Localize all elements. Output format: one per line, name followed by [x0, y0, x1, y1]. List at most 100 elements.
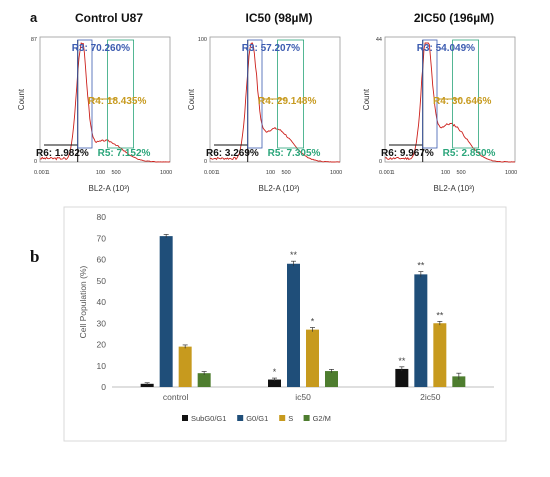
gate-r6-label: R6: 3.269%: [206, 148, 259, 159]
histogram-frame: [384, 36, 516, 163]
bar-y-tick-label: 40: [97, 297, 107, 307]
bar: [268, 379, 281, 387]
histogram-trace: [209, 42, 340, 163]
histogram-title: IC50 (98µM): [246, 11, 313, 25]
gate-r4-label: R4: 30.646%: [433, 96, 491, 107]
legend-swatch: [279, 415, 286, 421]
histogram-y-axis-label: Count: [187, 88, 196, 110]
histogram-y-tick-label: 0: [34, 159, 37, 165]
bar-chart-frame: [63, 206, 507, 442]
bar: [140, 383, 154, 387]
histogram-x-tick-label: 1000: [160, 170, 172, 176]
bar-y-tick-label: 20: [97, 340, 107, 350]
bar-y-axis-label: Cell Population (%): [78, 265, 88, 338]
gate-r6-label: R6: 1.982%: [36, 148, 89, 159]
bar-category-label: ic50: [295, 392, 311, 402]
significance-marker: **: [398, 356, 406, 366]
legend-label: G2/M: [313, 414, 331, 423]
gate-r3-box: [77, 39, 93, 149]
histogram-y-tick-label: 0: [379, 159, 382, 165]
histogram-x-tick-label: 1: [392, 170, 395, 176]
bar-y-tick-label: 80: [97, 212, 107, 222]
histogram-y-tick-label: 100: [198, 37, 207, 43]
panel-b-label: b: [30, 247, 39, 266]
bar-category-label: 2ic50: [420, 392, 441, 402]
histogram-x-axis-label: BL2-A (10³): [434, 184, 475, 193]
histogram-x-tick-label: 500: [112, 170, 121, 176]
histogram-x-tick-label: 500: [457, 170, 466, 176]
bar-legend: SubG0/G1 G0/G1 S G2/M: [182, 414, 331, 423]
histogram-x-tick-label: 1: [47, 170, 50, 176]
bar: [433, 323, 447, 387]
histogram-x-tick-label: 1000: [505, 170, 517, 176]
bar: [287, 263, 300, 387]
gate-r3-box: [422, 39, 438, 149]
legend-label: SubG0/G1: [191, 414, 226, 423]
histogram-y-axis-label: Count: [362, 88, 371, 110]
histogram-x-axis-label: BL2-A (10³): [259, 184, 300, 193]
gate-r5-label: R5: 7.305%: [268, 148, 321, 159]
significance-marker: **: [417, 261, 425, 271]
histogram-y-axis-label: Count: [17, 88, 26, 110]
histogram-title: 2IC50 (196µM): [414, 11, 494, 25]
bar-category-label: control: [163, 392, 189, 402]
bar-y-tick-label: 50: [97, 276, 107, 286]
gate-r5-box: [277, 39, 305, 149]
gate-r6-label: R6: 9.967%: [381, 148, 434, 159]
histogram-x-tick-label: 0.001: [34, 170, 48, 176]
gate-r5-box: [452, 39, 480, 149]
gate-r3-label: R3: 57.207%: [242, 43, 300, 54]
legend-label: S: [288, 414, 293, 423]
histogram-panel-3: 2IC50 (196µM) Count 44 0 0.001 1000 1 100 500 BL2…: [362, 11, 517, 193]
legend-swatch: [182, 415, 188, 421]
bar: [452, 376, 466, 387]
gate-r3-label: R3: 70.260%: [72, 43, 130, 54]
histogram-title: Control U87: [75, 11, 143, 25]
cell-cycle-bar-chart: Cell Population (%) 0 10 20 30 40 50 60 70 80 cont…: [63, 206, 507, 442]
histogram-x-tick-label: 1000: [330, 170, 342, 176]
histogram-x-axis-label: BL2-A (10³): [89, 184, 130, 193]
histogram-x-tick-label: 100: [96, 170, 105, 176]
histogram-y-tick-label: 44: [376, 37, 382, 43]
bar-y-tick-label: 30: [97, 318, 107, 328]
gate-r3-label: R3: 54.049%: [417, 43, 475, 54]
histogram-y-tick-label: 87: [31, 37, 37, 43]
bar: [414, 274, 428, 387]
histogram-x-tick-label: 0.001: [204, 170, 218, 176]
histogram-y-tick-label: 0: [204, 159, 207, 165]
histogram-x-tick-label: 100: [441, 170, 450, 176]
bar-y-tick-label: 60: [97, 255, 107, 265]
histogram-panel-1: Control U87 Count 87 0 0.001 1000 1 100 500 BL2-A…: [17, 11, 172, 193]
gate-r4-label: R4: 29.148%: [258, 96, 316, 107]
gate-r5-label: R5: 7.152%: [98, 148, 151, 159]
histogram-x-tick-label: 1: [217, 170, 220, 176]
bar: [178, 346, 192, 387]
panel-a-label: a: [30, 10, 38, 25]
histogram-frame: [209, 36, 341, 163]
histogram-x-tick-label: 500: [282, 170, 291, 176]
bar: [159, 236, 173, 387]
bar: [306, 329, 319, 387]
bar-y-tick-label: 10: [97, 361, 107, 371]
histogram-trace: [39, 42, 171, 163]
histogram-x-tick-label: 0.001: [379, 170, 393, 176]
bar: [325, 371, 338, 387]
bar: [197, 373, 211, 387]
gate-r4-label: R4: 18.435%: [88, 96, 146, 107]
legend-label: G0/G1: [246, 414, 268, 423]
significance-marker: **: [436, 310, 444, 320]
bar-y-tick-label: 0: [101, 382, 106, 392]
significance-marker: *: [311, 317, 315, 327]
significance-marker: **: [290, 250, 298, 260]
bar-y-tick-label: 70: [97, 233, 107, 243]
histogram-x-tick-label: 100: [266, 170, 275, 176]
gate-r3-box: [247, 39, 263, 149]
bar: [395, 368, 409, 387]
significance-marker: *: [273, 367, 277, 377]
histogram-frame: [39, 36, 171, 163]
gate-r5-label: R5: 2.850%: [443, 148, 496, 159]
legend-swatch: [237, 415, 244, 421]
